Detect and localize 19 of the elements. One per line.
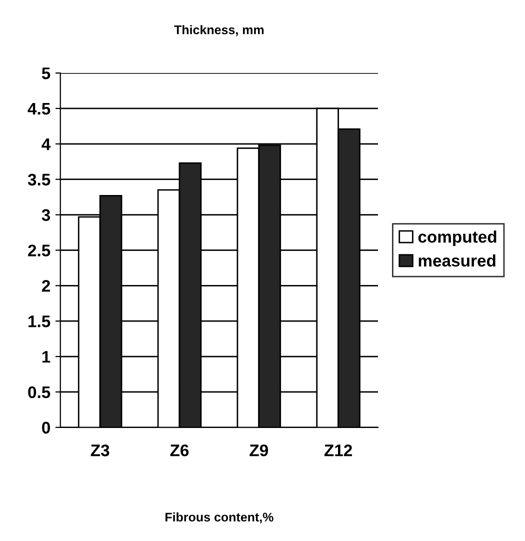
x-axis-title: Fibrous content,% bbox=[166, 512, 274, 524]
legend-label: computed bbox=[418, 230, 496, 246]
chart-title: Thickness, mm bbox=[174, 25, 264, 36]
y-tick-label: 1 bbox=[42, 351, 50, 363]
y-tick-label: 2 bbox=[42, 280, 50, 292]
legend-label: measured bbox=[418, 254, 496, 267]
y-tick-label: 1.5 bbox=[28, 316, 50, 328]
y-tick-label: 2.5 bbox=[28, 244, 50, 256]
y-tick-label: 5 bbox=[42, 68, 50, 80]
y-tick-label: 4.5 bbox=[28, 103, 50, 115]
x-tick-label: Z12 bbox=[324, 444, 352, 456]
y-tick-label: 3.5 bbox=[28, 174, 50, 186]
y-tick-label: 0 bbox=[42, 422, 50, 434]
y-tick-label: 4 bbox=[42, 138, 51, 150]
x-tick-label: Z3 bbox=[90, 444, 110, 456]
y-tick-label: 0.5 bbox=[28, 386, 50, 398]
y-tick-label: 3 bbox=[42, 209, 50, 222]
x-tick-label: Z6 bbox=[170, 444, 189, 456]
x-tick-label: Z9 bbox=[250, 444, 268, 456]
